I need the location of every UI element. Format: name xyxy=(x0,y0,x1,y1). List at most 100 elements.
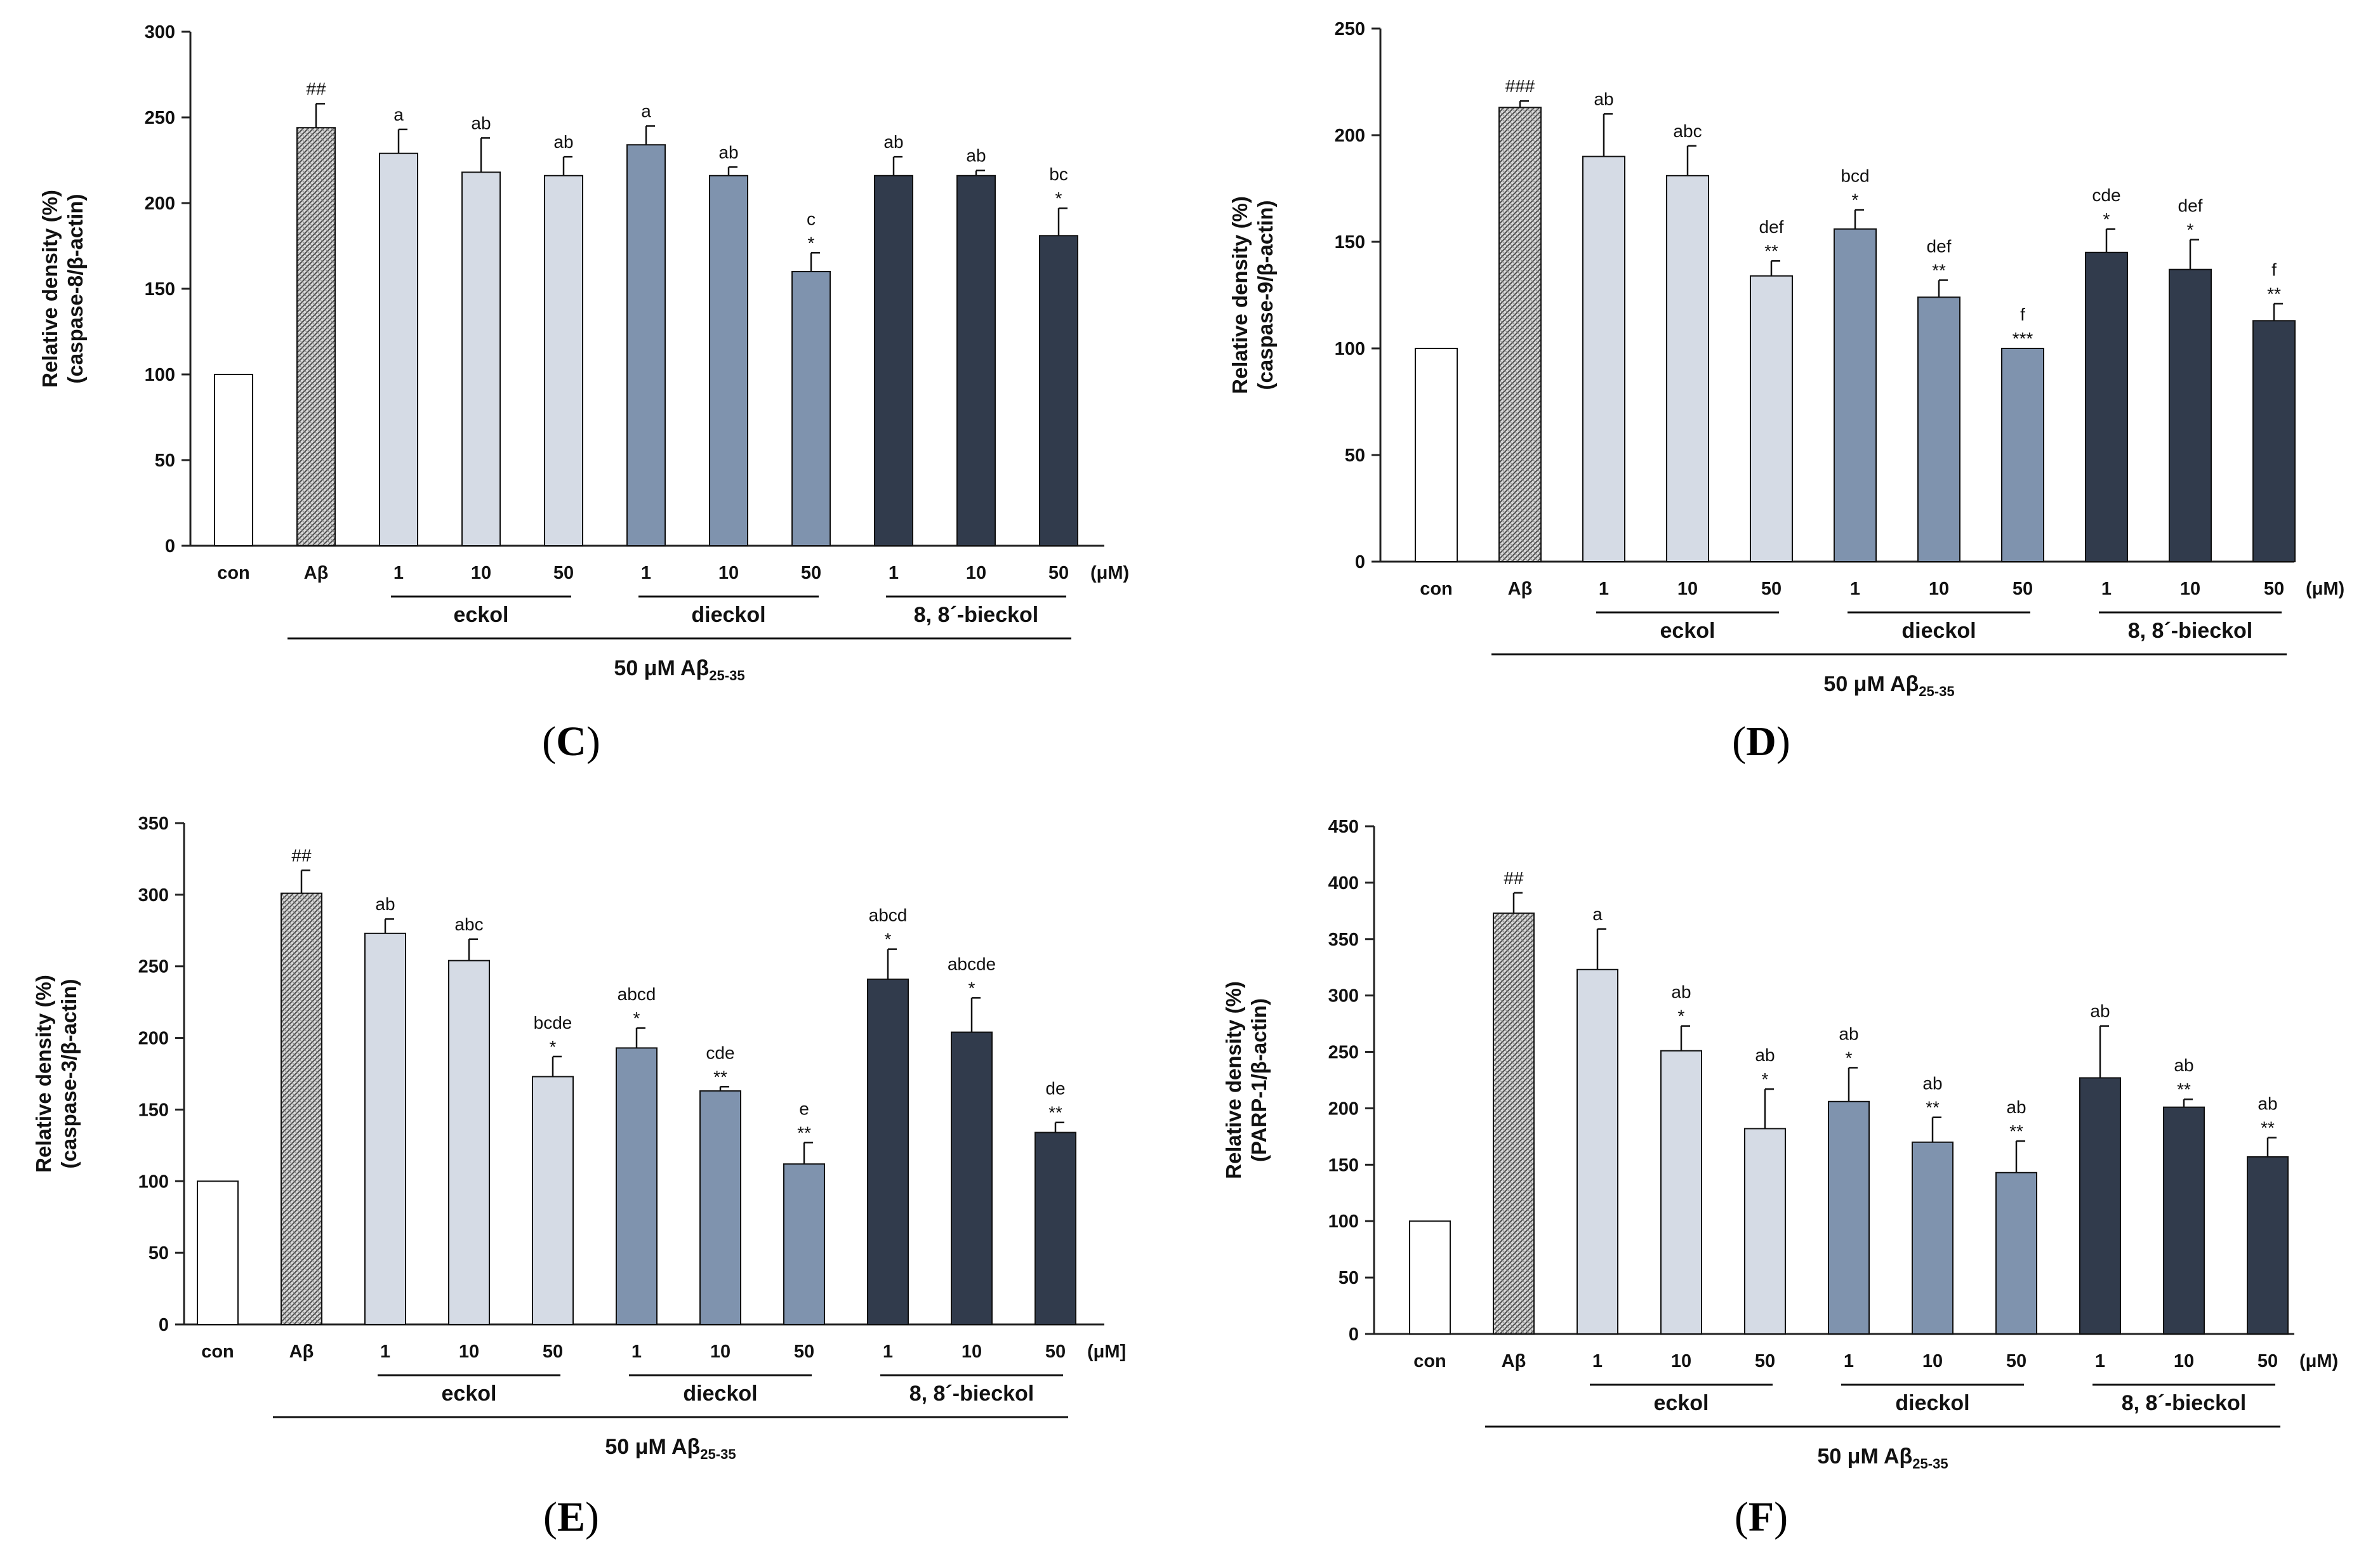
significance-stars: ** xyxy=(2261,1118,2275,1138)
x-tick-label: 1 xyxy=(1592,1351,1603,1371)
y-tick-label: 300 xyxy=(145,22,175,43)
x-tick-label: 1 xyxy=(889,563,899,583)
y-tick-label: 150 xyxy=(145,279,175,300)
x-tick-label: Aβ xyxy=(1508,579,1533,599)
significance-stars: ** xyxy=(2267,284,2281,303)
y-tick-label: 250 xyxy=(138,957,169,977)
y-axis-title-line1: Relative density (%) xyxy=(38,190,62,388)
bar xyxy=(448,960,490,1325)
x-tick-label: 1 xyxy=(1850,579,1860,599)
bar xyxy=(1912,1141,1954,1335)
significance-stars: * xyxy=(808,233,815,253)
group-letters: cde xyxy=(706,1043,734,1062)
bar xyxy=(1493,912,1535,1335)
y-tick-label: 50 xyxy=(1339,1268,1359,1288)
group-letters: ## xyxy=(1504,868,1524,888)
treatment-label-subscript: 25-35 xyxy=(709,668,744,683)
y-tick-label: 350 xyxy=(138,814,169,834)
bar xyxy=(2079,1077,2121,1335)
x-tick-label: con xyxy=(1420,579,1453,599)
x-tick-label: 10 xyxy=(1677,579,1698,599)
x-tick-label: 10 xyxy=(962,1342,982,1362)
group-label: dieckol xyxy=(1901,619,1976,643)
panel-label-open: ( xyxy=(542,718,556,765)
bar xyxy=(364,932,406,1326)
group-label: 8, 8´-bieckol xyxy=(909,1382,1035,1406)
x-tick-label: 50 xyxy=(543,1342,563,1362)
group-letters: ab xyxy=(1922,1074,1942,1093)
bar xyxy=(874,175,913,546)
group-letters: a xyxy=(393,105,404,124)
panel-e: 0 50 100 150 200 250 300 350 Relative density (%… xyxy=(0,776,1190,1551)
y-axis-title-line2: (caspase-9/β-actin) xyxy=(1253,201,1277,390)
treatment-label-main: 50 μM Aβ xyxy=(1817,1444,1912,1468)
x-tick-label: Aβ xyxy=(1502,1351,1526,1371)
y-tick-label: 200 xyxy=(1328,1099,1359,1119)
y-tick-label: 250 xyxy=(145,108,175,128)
bar xyxy=(544,175,583,546)
y-tick-label: 0 xyxy=(159,1315,169,1335)
group-letters: ab xyxy=(1839,1024,1858,1043)
x-tick-label: 50 xyxy=(1048,563,1069,583)
group-letters: ab xyxy=(1671,982,1691,1002)
y-tick-label: 50 xyxy=(1345,446,1365,466)
panel-label-open: ( xyxy=(543,1494,557,1540)
bar xyxy=(2169,268,2212,562)
y-tick-label: 150 xyxy=(1335,232,1365,253)
y-axis-title-line1: Relative density (%) xyxy=(1228,196,1252,394)
x-tick-label: 10 xyxy=(1671,1351,1691,1371)
group-label: dieckol xyxy=(691,603,765,627)
group-letters: f xyxy=(2271,260,2277,279)
bar xyxy=(2247,1156,2289,1335)
y-tick-label: 100 xyxy=(1335,339,1365,359)
significance-stars: * xyxy=(1678,1006,1685,1026)
y-tick-label: 0 xyxy=(165,536,175,557)
bar xyxy=(709,175,748,546)
x-tick-label: 1 xyxy=(2101,579,2112,599)
group-label: dieckol xyxy=(683,1382,757,1406)
group-label: eckol xyxy=(1660,619,1716,643)
treatment-label-subscript: 25-35 xyxy=(700,1446,736,1462)
bar xyxy=(1577,968,1618,1335)
panel-label-close: ) xyxy=(585,1494,599,1540)
x-tick-label: 50 xyxy=(801,563,821,583)
x-tick-label: 50 xyxy=(794,1342,814,1362)
x-tick-label: 10 xyxy=(718,563,739,583)
x-tick-label: 50 xyxy=(2258,1351,2278,1371)
group-letters: ab xyxy=(883,132,903,152)
significance-stars: ** xyxy=(1764,241,1778,261)
group-letters: ## xyxy=(291,845,312,865)
significance-stars: ** xyxy=(1926,1098,1940,1118)
y-tick-label: 250 xyxy=(1328,1043,1359,1063)
y-tick-label: 50 xyxy=(149,1243,169,1264)
bar xyxy=(281,892,322,1326)
y-axis-title: Relative density (%)(PARP-1/β-actin) xyxy=(1222,981,1271,1179)
unit-label: (μM] xyxy=(1087,1342,1126,1362)
group-letters: ab xyxy=(471,113,491,133)
bar xyxy=(1995,1172,2037,1335)
panel-f: 0 50 100 150 200 250 300 350 400 450 Relative dens… xyxy=(1190,776,2380,1551)
y-axis-title-line1: Relative density (%) xyxy=(32,975,55,1173)
significance-stars: * xyxy=(550,1037,557,1057)
x-tick-label: Aβ xyxy=(289,1342,314,1362)
y-tick-label: 250 xyxy=(1335,19,1365,39)
y-tick-label: 150 xyxy=(1328,1155,1359,1175)
panel-label-letter: C xyxy=(556,718,586,765)
group-letters: f xyxy=(2020,305,2025,324)
group-label: 8, 8´-bieckol xyxy=(2128,619,2253,643)
group-letters: def xyxy=(1927,236,1952,256)
x-tick-label: 50 xyxy=(2264,579,2284,599)
x-tick-label: con xyxy=(201,1342,234,1362)
significance-stars: * xyxy=(969,978,975,998)
group-letters: ab xyxy=(966,146,986,166)
bar xyxy=(956,175,996,546)
unit-label: (μM) xyxy=(2299,1351,2338,1371)
group-label: eckol xyxy=(1654,1391,1709,1415)
significance-stars: * xyxy=(2103,209,2110,229)
x-tick-label: 1 xyxy=(1599,579,1609,599)
x-tick-label: 50 xyxy=(1045,1342,1066,1362)
y-tick-label: 450 xyxy=(1328,817,1359,837)
y-tick-label: 300 xyxy=(1328,986,1359,1006)
y-tick-label: 200 xyxy=(145,194,175,214)
